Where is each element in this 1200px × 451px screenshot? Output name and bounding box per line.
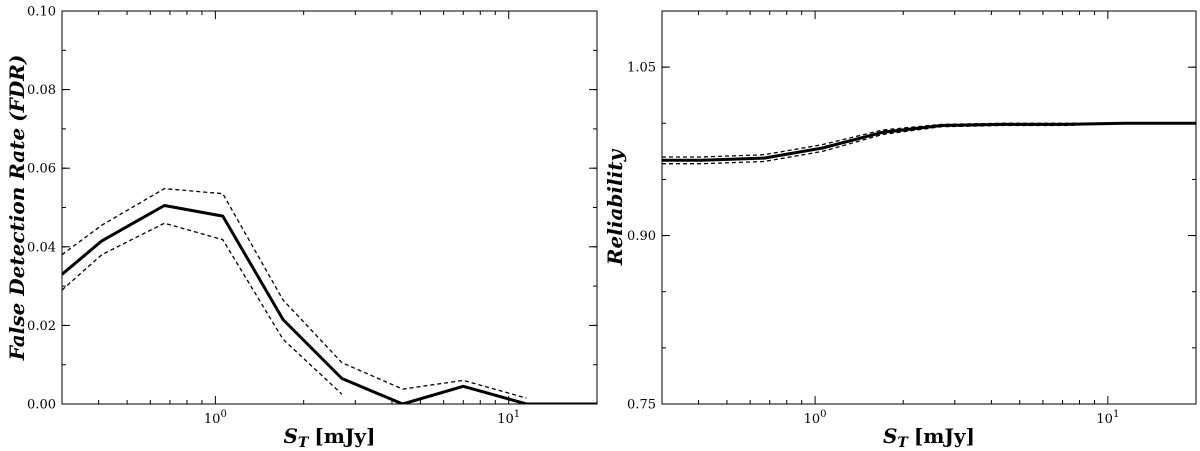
series-line-bound	[62, 187, 527, 399]
y-tick-label: 0.00	[27, 398, 56, 413]
y-axis-label: Reliability	[603, 149, 627, 267]
x-tick-label: 101	[1096, 409, 1119, 427]
y-tick-label: 0.90	[627, 229, 656, 244]
x-tick-label: 101	[497, 409, 520, 427]
series-line-bound	[62, 222, 343, 395]
reliability-panel: 100 101 0.75 0.90 1.05 ST [mJy] Reliability	[603, 10, 1197, 451]
y-tick-label: 0.04	[27, 240, 56, 255]
x-tick-label: 100	[204, 409, 227, 427]
y-tick-label: 0.02	[27, 319, 56, 334]
plot-frame	[661, 10, 1197, 405]
series-line-bound	[662, 122, 1196, 165]
fdr-panel: 100 101 0.00 0.02 0.04 0.06 0.08 0.10 ST [mJy] Fal…	[5, 5, 598, 451]
series-line-median	[662, 121, 1196, 162]
series-line-median	[62, 204, 597, 404]
y-tick-label: 0.10	[27, 5, 56, 20]
plot-frame	[61, 10, 598, 405]
y-axis-label: False Detection Rate(FDR)	[5, 55, 29, 362]
x-axis-label: ST [mJy]	[883, 424, 975, 451]
y-tick-label: 0.75	[627, 398, 656, 413]
x-axis-label: ST [mJy]	[283, 424, 375, 451]
series-line-bound	[662, 122, 1196, 158]
y-tick-label: 0.08	[27, 83, 56, 98]
x-tick-label: 100	[804, 409, 827, 427]
y-tick-label: 0.06	[27, 162, 56, 177]
y-tick-label: 1.05	[627, 61, 656, 76]
